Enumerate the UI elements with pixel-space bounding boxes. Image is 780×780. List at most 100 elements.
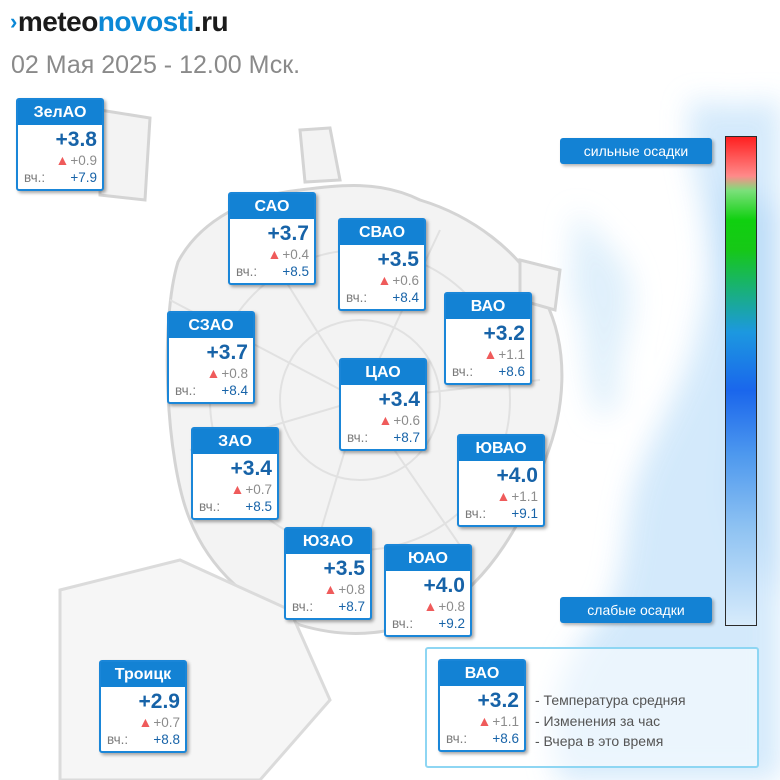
- district-card-zelao: ЗелАО +3.8 ▲+0.9 вч.: +7.9: [16, 98, 104, 191]
- district-name: ЮВАО: [459, 436, 543, 461]
- increase-arrow-icon: ▲: [230, 481, 245, 497]
- legend-line-yesterday: - Вчера в это время: [535, 733, 664, 749]
- district-name: ЗелАО: [18, 100, 102, 125]
- increase-arrow-icon: ▲: [138, 714, 153, 730]
- district-card-vao: ВАО +3.2 ▲+1.1 вч.: +8.6: [444, 292, 532, 385]
- hourly-change: ▲+0.8: [206, 365, 248, 381]
- temperature-value: +3.4: [230, 457, 272, 480]
- yesterday-value: +8.5: [245, 499, 272, 514]
- increase-arrow-icon: ▲: [477, 713, 492, 729]
- district-name: САО: [230, 194, 314, 219]
- hourly-change: ▲+1.1: [477, 713, 519, 729]
- district-name: ВАО: [440, 661, 524, 686]
- yesterday-row: вч.: +8.4: [169, 382, 253, 402]
- temperature-value: +4.0: [423, 574, 465, 597]
- yesterday-label: вч.:: [175, 383, 197, 398]
- yesterday-row: вч.: +8.7: [341, 429, 425, 449]
- hourly-change: ▲+0.7: [230, 481, 272, 497]
- yesterday-value: +8.4: [221, 383, 248, 398]
- district-name: СВАО: [340, 220, 424, 245]
- yesterday-label: вч.:: [446, 731, 468, 746]
- temperature-value: +3.5: [323, 557, 365, 580]
- yesterday-value: +8.6: [492, 731, 519, 746]
- district-card-sao: САО +3.7 ▲+0.4 вч.: +8.5: [228, 192, 316, 285]
- increase-arrow-icon: ▲: [377, 272, 392, 288]
- district-name: Троицк: [101, 662, 185, 687]
- yesterday-row: вч.: +7.9: [18, 169, 102, 189]
- yesterday-label: вч.:: [199, 499, 221, 514]
- district-card-troitsk: Троицк +2.9 ▲+0.7 вч.: +8.8: [99, 660, 187, 753]
- site-logo[interactable]: ›meteonovosti.ru: [10, 6, 229, 37]
- yesterday-value: +8.7: [338, 599, 365, 614]
- hourly-change: ▲+0.9: [55, 152, 97, 168]
- yesterday-value: +8.6: [498, 364, 525, 379]
- yesterday-value: +9.2: [438, 616, 465, 631]
- heavy-precipitation-label: сильные осадки: [560, 138, 712, 164]
- district-card-yuvao: ЮВАО +4.0 ▲+1.1 вч.: +9.1: [457, 434, 545, 527]
- increase-arrow-icon: ▲: [423, 598, 438, 614]
- yesterday-row: вч.: +8.5: [193, 498, 277, 518]
- yesterday-row: вч.: +8.7: [286, 598, 370, 618]
- yesterday-label: вч.:: [452, 364, 474, 379]
- legend-explanations: - Температура средняя - Изменения за час…: [535, 690, 686, 752]
- yesterday-value: +9.1: [511, 506, 538, 521]
- increase-arrow-icon: ▲: [378, 412, 393, 428]
- legend-line-average-temp: - Температура средняя: [535, 692, 686, 708]
- temperature-value: +4.0: [496, 464, 538, 487]
- hourly-change: ▲+1.1: [483, 346, 525, 362]
- hourly-change: ▲+0.4: [267, 246, 309, 262]
- yesterday-value: +8.7: [393, 430, 420, 445]
- district-name: ЗАО: [193, 429, 277, 454]
- yesterday-row: вч.: +9.2: [386, 615, 470, 635]
- district-card-yuao: ЮАО +4.0 ▲+0.8 вч.: +9.2: [384, 544, 472, 637]
- district-card-yuzao: ЮЗАО +3.5 ▲+0.8 вч.: +8.7: [284, 527, 372, 620]
- temperature-value: +3.7: [206, 341, 248, 364]
- hourly-change: ▲+0.7: [138, 714, 180, 730]
- increase-arrow-icon: ▲: [483, 346, 498, 362]
- yesterday-label: вч.:: [465, 506, 487, 521]
- temperature-value: +3.7: [267, 222, 309, 245]
- yesterday-label: вч.:: [107, 732, 129, 747]
- yesterday-value: +8.4: [392, 290, 419, 305]
- date-time-subtitle: 02 Мая 2025 - 12.00 Мск.: [11, 51, 301, 79]
- precipitation-color-scale: [725, 136, 757, 626]
- temperature-value: +3.2: [477, 689, 519, 712]
- yesterday-value: +8.8: [153, 732, 180, 747]
- increase-arrow-icon: ▲: [206, 365, 221, 381]
- yesterday-value: +8.5: [282, 264, 309, 279]
- yesterday-row: вч.: +8.6: [446, 363, 530, 383]
- temperature-value: +3.4: [378, 388, 420, 411]
- district-card-zao: ЗАО +3.4 ▲+0.7 вч.: +8.5: [191, 427, 279, 520]
- light-precipitation-label: слабые осадки: [560, 597, 712, 623]
- hourly-change: ▲+1.1: [496, 488, 538, 504]
- increase-arrow-icon: ▲: [55, 152, 70, 168]
- legend-sample-card: ВАО +3.2 ▲+1.1 вч.: +8.6: [438, 659, 526, 752]
- hourly-change: ▲+0.8: [323, 581, 365, 597]
- temperature-value: +3.8: [55, 128, 97, 151]
- increase-arrow-icon: ▲: [267, 246, 282, 262]
- legend-line-hourly-change: - Изменения за час: [535, 712, 661, 729]
- district-name: ВАО: [446, 294, 530, 319]
- yesterday-label: вч.:: [236, 264, 258, 279]
- district-card-cao: ЦАО +3.4 ▲+0.6 вч.: +8.7: [339, 358, 427, 451]
- yesterday-label: вч.:: [392, 616, 414, 631]
- yesterday-row: вч.: +8.6: [440, 730, 524, 750]
- district-name: ЮЗАО: [286, 529, 370, 554]
- increase-arrow-icon: ▲: [323, 581, 338, 597]
- temperature-value: +3.5: [377, 248, 419, 271]
- yesterday-row: вч.: +8.4: [340, 289, 424, 309]
- yesterday-label: вч.:: [347, 430, 369, 445]
- district-card-szao: СЗАО +3.7 ▲+0.8 вч.: +8.4: [167, 311, 255, 404]
- logo-mark-icon: ›: [10, 9, 17, 34]
- yesterday-row: вч.: +9.1: [459, 505, 543, 525]
- district-name: СЗАО: [169, 313, 253, 338]
- temperature-value: +2.9: [138, 690, 180, 713]
- hourly-change: ▲+0.8: [423, 598, 465, 614]
- yesterday-row: вч.: +8.8: [101, 731, 185, 751]
- temperature-value: +3.2: [483, 322, 525, 345]
- yesterday-label: вч.:: [24, 170, 46, 185]
- yesterday-row: вч.: +8.5: [230, 263, 314, 283]
- yesterday-label: вч.:: [346, 290, 368, 305]
- yesterday-label: вч.:: [292, 599, 314, 614]
- yesterday-value: +7.9: [70, 170, 97, 185]
